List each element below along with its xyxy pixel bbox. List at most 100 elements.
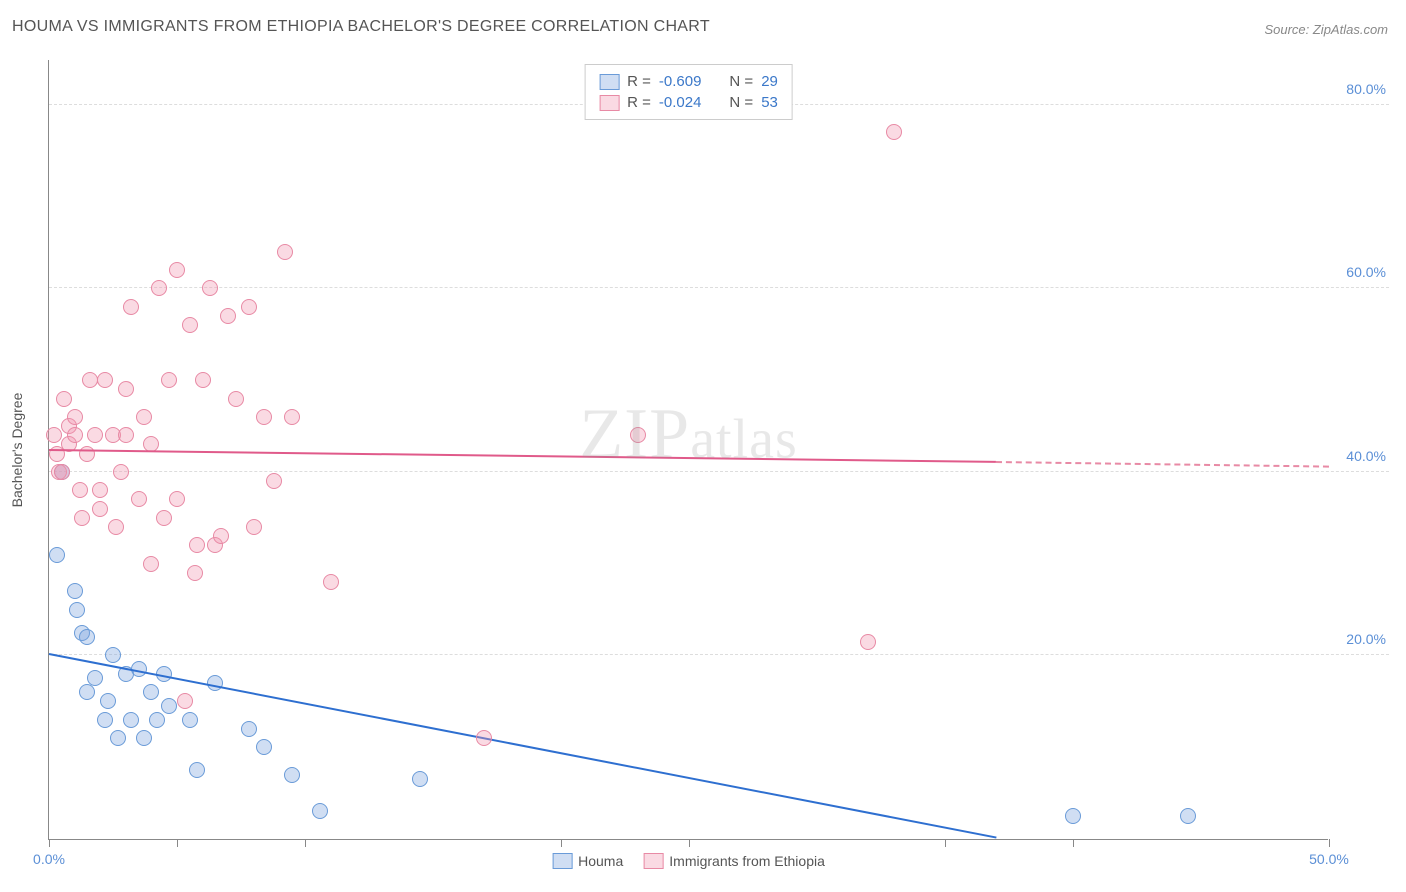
scatter-point: [630, 427, 646, 443]
scatter-point: [82, 372, 98, 388]
scatter-point: [79, 446, 95, 462]
scatter-point: [136, 409, 152, 425]
scatter-point: [241, 721, 257, 737]
source-attribution: Source: ZipAtlas.com: [1264, 22, 1388, 37]
scatter-point: [110, 730, 126, 746]
legend-r-value: -0.609: [659, 73, 702, 90]
scatter-point: [143, 556, 159, 572]
trend-line: [49, 654, 997, 839]
scatter-point: [123, 299, 139, 315]
legend-r-label: R =: [627, 94, 651, 111]
trend-line-extrapolated: [996, 461, 1329, 468]
correlation-legend: R = -0.609 N = 29 R = -0.024N = 53: [584, 64, 793, 120]
y-axis-title: Bachelor's Degree: [9, 392, 25, 507]
scatter-point: [241, 299, 257, 315]
legend-item: Immigrants from Ethiopia: [643, 853, 825, 869]
scatter-point: [256, 739, 272, 755]
scatter-point: [72, 482, 88, 498]
scatter-point: [113, 464, 129, 480]
scatter-point: [161, 372, 177, 388]
scatter-point: [476, 730, 492, 746]
chart-area: Bachelor's Degree ZIPatlas R = -0.609N =…: [48, 60, 1388, 840]
x-tick: [945, 839, 946, 847]
scatter-point: [1180, 808, 1196, 824]
legend-row: R = -0.024N = 53: [599, 92, 778, 113]
x-tick: [49, 839, 50, 847]
y-tick-label: 60.0%: [1346, 264, 1386, 280]
scatter-point: [100, 693, 116, 709]
scatter-point: [92, 501, 108, 517]
scatter-point: [266, 473, 282, 489]
gridline: [49, 654, 1389, 655]
scatter-point: [87, 427, 103, 443]
scatter-point: [213, 528, 229, 544]
scatter-point: [97, 372, 113, 388]
scatter-point: [202, 280, 218, 296]
scatter-point: [177, 693, 193, 709]
scatter-point: [74, 510, 90, 526]
scatter-point: [49, 547, 65, 563]
scatter-point: [97, 712, 113, 728]
legend-n-value: 29: [761, 73, 778, 90]
scatter-point: [136, 730, 152, 746]
scatter-point: [886, 124, 902, 140]
chart-title: HOUMA VS IMMIGRANTS FROM ETHIOPIA BACHEL…: [12, 18, 710, 36]
scatter-point: [195, 372, 211, 388]
scatter-point: [118, 381, 134, 397]
scatter-point: [56, 391, 72, 407]
scatter-point: [67, 409, 83, 425]
scatter-point: [151, 280, 167, 296]
scatter-point: [169, 262, 185, 278]
scatter-point: [67, 427, 83, 443]
y-tick-label: 40.0%: [1346, 448, 1386, 464]
legend-r-label: R =: [627, 73, 651, 90]
scatter-point: [207, 675, 223, 691]
gridline: [49, 471, 1389, 472]
scatter-point: [284, 409, 300, 425]
series-legend: Houma Immigrants from Ethiopia: [552, 853, 825, 869]
trend-line: [49, 449, 996, 463]
scatter-point: [228, 391, 244, 407]
legend-label: Houma: [578, 853, 623, 869]
scatter-point: [79, 629, 95, 645]
scatter-point: [277, 244, 293, 260]
x-tick: [177, 839, 178, 847]
legend-swatch: [552, 853, 572, 869]
scatter-point: [182, 712, 198, 728]
scatter-point: [256, 409, 272, 425]
scatter-point: [312, 803, 328, 819]
scatter-point: [156, 510, 172, 526]
legend-r-value: -0.024: [659, 94, 702, 111]
plot-region: Bachelor's Degree ZIPatlas R = -0.609N =…: [48, 60, 1328, 840]
scatter-point: [131, 491, 147, 507]
scatter-point: [92, 482, 108, 498]
scatter-point: [323, 574, 339, 590]
scatter-point: [108, 519, 124, 535]
legend-swatch: [643, 853, 663, 869]
scatter-point: [54, 464, 70, 480]
scatter-point: [284, 767, 300, 783]
scatter-point: [1065, 808, 1081, 824]
scatter-point: [189, 537, 205, 553]
legend-n-value: 53: [761, 94, 778, 111]
x-tick: [689, 839, 690, 847]
scatter-point: [246, 519, 262, 535]
x-tick: [1329, 839, 1330, 847]
scatter-point: [69, 602, 85, 618]
x-tick-label: 50.0%: [1309, 851, 1349, 867]
scatter-point: [220, 308, 236, 324]
legend-n-label: N =: [729, 73, 753, 90]
scatter-point: [169, 491, 185, 507]
scatter-point: [161, 698, 177, 714]
legend-swatch: [599, 95, 619, 111]
watermark-atlas: atlas: [690, 408, 798, 470]
scatter-point: [860, 634, 876, 650]
x-tick: [561, 839, 562, 847]
x-tick: [305, 839, 306, 847]
legend-swatch: [599, 74, 619, 90]
scatter-point: [87, 670, 103, 686]
scatter-point: [105, 647, 121, 663]
gridline: [49, 287, 1389, 288]
scatter-point: [149, 712, 165, 728]
scatter-point: [412, 771, 428, 787]
